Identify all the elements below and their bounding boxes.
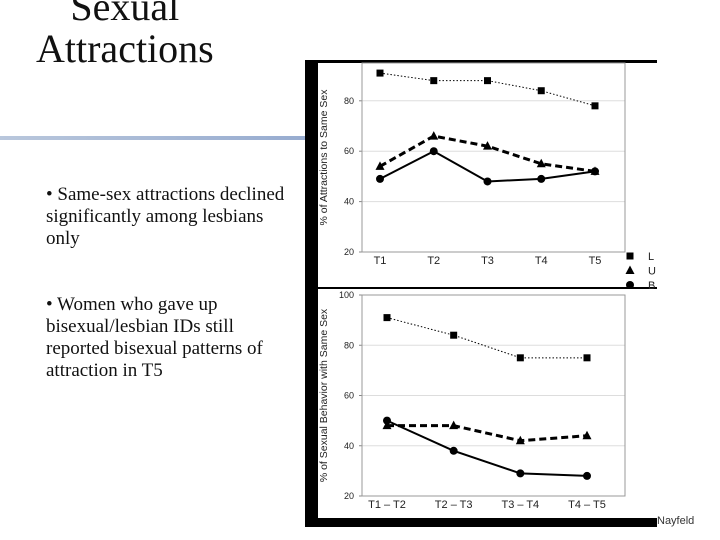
- marker: [449, 446, 458, 455]
- marker: [537, 174, 546, 183]
- marker: [484, 77, 491, 85]
- x-tick-label: T2: [427, 255, 440, 267]
- marker: [483, 177, 492, 186]
- marker: [450, 331, 458, 339]
- legend-label: L: [648, 251, 654, 263]
- y-axis-label: % of Sexual Behavior with Same Sex: [318, 308, 330, 482]
- chart-background: [318, 63, 657, 287]
- footer: Nayfeld: [657, 515, 695, 527]
- x-tick-label: T1: [374, 255, 387, 267]
- marker: [536, 158, 546, 168]
- marker: [375, 161, 385, 170]
- marker: [583, 471, 591, 480]
- marker: [429, 147, 438, 156]
- series-line: [379, 72, 596, 107]
- plot-frame: [361, 294, 626, 497]
- y-tick-label: 40: [344, 197, 354, 207]
- bullet: • Same-sex attractions declined signific…: [46, 184, 285, 249]
- marker: [449, 420, 459, 430]
- y-tick-label: 20: [344, 247, 354, 257]
- x-tick-label: T3: [481, 255, 494, 267]
- chart-background: [318, 289, 657, 518]
- y-tick-label: 60: [344, 391, 354, 401]
- marker: [483, 141, 492, 150]
- plot-frame: [361, 62, 626, 253]
- marker: [516, 469, 525, 478]
- marker: [383, 416, 391, 425]
- title-line: Attractions: [36, 26, 214, 71]
- series-line: [386, 419, 588, 477]
- marker: [382, 420, 392, 430]
- x-tick-label: T4 – T5: [568, 499, 606, 511]
- y-tick-label: 60: [344, 146, 354, 156]
- marker: [537, 87, 545, 95]
- legend-label: U: [648, 266, 656, 278]
- bullet: • Women who gave up bisexual/lesbian IDs…: [46, 294, 263, 381]
- legend-marker: [626, 252, 634, 260]
- title-rule: [0, 136, 305, 140]
- x-tick-label: T1 – T2: [368, 499, 406, 511]
- legend-marker: [626, 281, 634, 289]
- y-tick-label: 80: [344, 340, 354, 350]
- series-line: [386, 317, 587, 359]
- marker: [430, 77, 438, 85]
- y-tick-label: 100: [339, 290, 354, 300]
- legend-marker: [625, 265, 635, 274]
- x-tick-label: T4: [535, 255, 548, 267]
- title-line: Sexual: [70, 0, 180, 29]
- marker: [583, 354, 591, 362]
- marker: [591, 167, 599, 176]
- x-tick-label: T5: [589, 255, 602, 267]
- y-tick-label: 80: [344, 96, 354, 106]
- marker: [383, 314, 391, 322]
- marker: [515, 435, 525, 445]
- y-tick-label: 40: [344, 441, 354, 451]
- slide-title: Sexual Attractions: [36, 0, 214, 70]
- marker: [429, 131, 439, 140]
- marker: [376, 174, 384, 183]
- marker: [516, 354, 524, 362]
- y-axis-label: % of Attractions to Same Sex: [318, 89, 330, 226]
- marker: [591, 102, 599, 110]
- marker: [582, 430, 592, 440]
- x-tick-label: T3 – T4: [501, 499, 539, 511]
- y-tick-label: 20: [344, 491, 354, 501]
- marker: [376, 69, 384, 77]
- legend-label: B: [648, 280, 655, 292]
- series-line: [387, 424, 588, 443]
- x-tick-label: T2 – T3: [435, 499, 473, 511]
